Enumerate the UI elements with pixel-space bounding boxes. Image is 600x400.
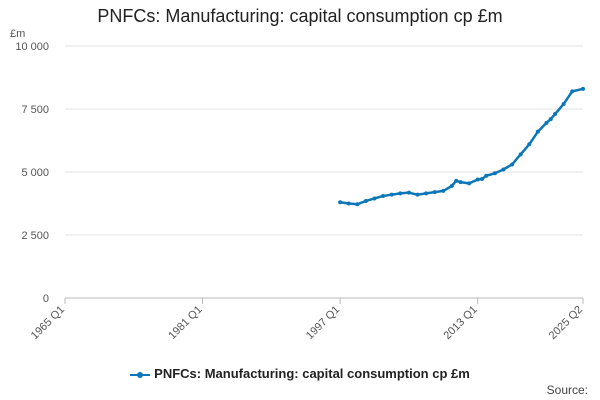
y-tick-label: 10 000 bbox=[15, 41, 49, 53]
data-point bbox=[432, 190, 437, 195]
y-tick-label: 5 000 bbox=[21, 167, 49, 179]
data-point bbox=[501, 167, 506, 172]
data-point bbox=[527, 142, 532, 147]
data-point bbox=[518, 152, 523, 157]
legend-label: PNFCs: Manufacturing: capital consumptio… bbox=[154, 366, 470, 381]
x-tick-label: 2013 Q1 bbox=[441, 304, 479, 342]
chart-title: PNFCs: Manufacturing: capital consumptio… bbox=[97, 6, 503, 26]
data-point bbox=[372, 196, 377, 201]
y-tick-label: 2 500 bbox=[21, 230, 49, 242]
data-point bbox=[381, 193, 386, 198]
data-point bbox=[406, 190, 411, 195]
data-point bbox=[355, 202, 360, 207]
data-point bbox=[458, 180, 463, 185]
data-point bbox=[346, 201, 351, 206]
data-point bbox=[389, 192, 394, 197]
data-point bbox=[475, 177, 480, 182]
data-point bbox=[424, 191, 429, 196]
data-point bbox=[454, 178, 459, 183]
data-point bbox=[561, 101, 566, 106]
y-tick-label: 0 bbox=[43, 293, 49, 305]
data-point bbox=[553, 112, 558, 117]
source-label: Source: bbox=[546, 383, 588, 397]
y-axis-unit-label: £m bbox=[10, 28, 25, 40]
legend: PNFCs: Manufacturing: capital consumptio… bbox=[0, 366, 600, 381]
data-point bbox=[544, 120, 549, 125]
x-tick-label: 1997 Q1 bbox=[304, 304, 342, 342]
data-point bbox=[467, 181, 472, 186]
x-tick-label: 1965 Q1 bbox=[29, 304, 67, 342]
data-point bbox=[581, 86, 585, 91]
series-line bbox=[339, 87, 584, 206]
data-point bbox=[570, 89, 575, 94]
data-point bbox=[510, 162, 515, 167]
data-point bbox=[492, 171, 497, 176]
legend-swatch bbox=[130, 370, 151, 380]
y-tick-label: 7 500 bbox=[21, 104, 49, 116]
x-tick-label: 2025 Q2 bbox=[547, 304, 585, 342]
data-point bbox=[484, 173, 489, 178]
data-point bbox=[548, 117, 553, 122]
axes: 0 2 500 5 000 7 500 10 000£m 1965 Q1 1981 Q1 19… bbox=[10, 28, 585, 342]
data-point bbox=[479, 177, 484, 182]
gridlines bbox=[65, 45, 583, 236]
data-point bbox=[441, 188, 446, 193]
data-point bbox=[415, 192, 420, 197]
data-point bbox=[338, 200, 343, 205]
data-point bbox=[363, 198, 368, 203]
data-point bbox=[449, 183, 454, 188]
data-point bbox=[398, 191, 403, 196]
series-layer bbox=[338, 86, 585, 207]
data-point bbox=[535, 129, 540, 134]
x-tick-label: 1981 Q1 bbox=[166, 304, 204, 342]
